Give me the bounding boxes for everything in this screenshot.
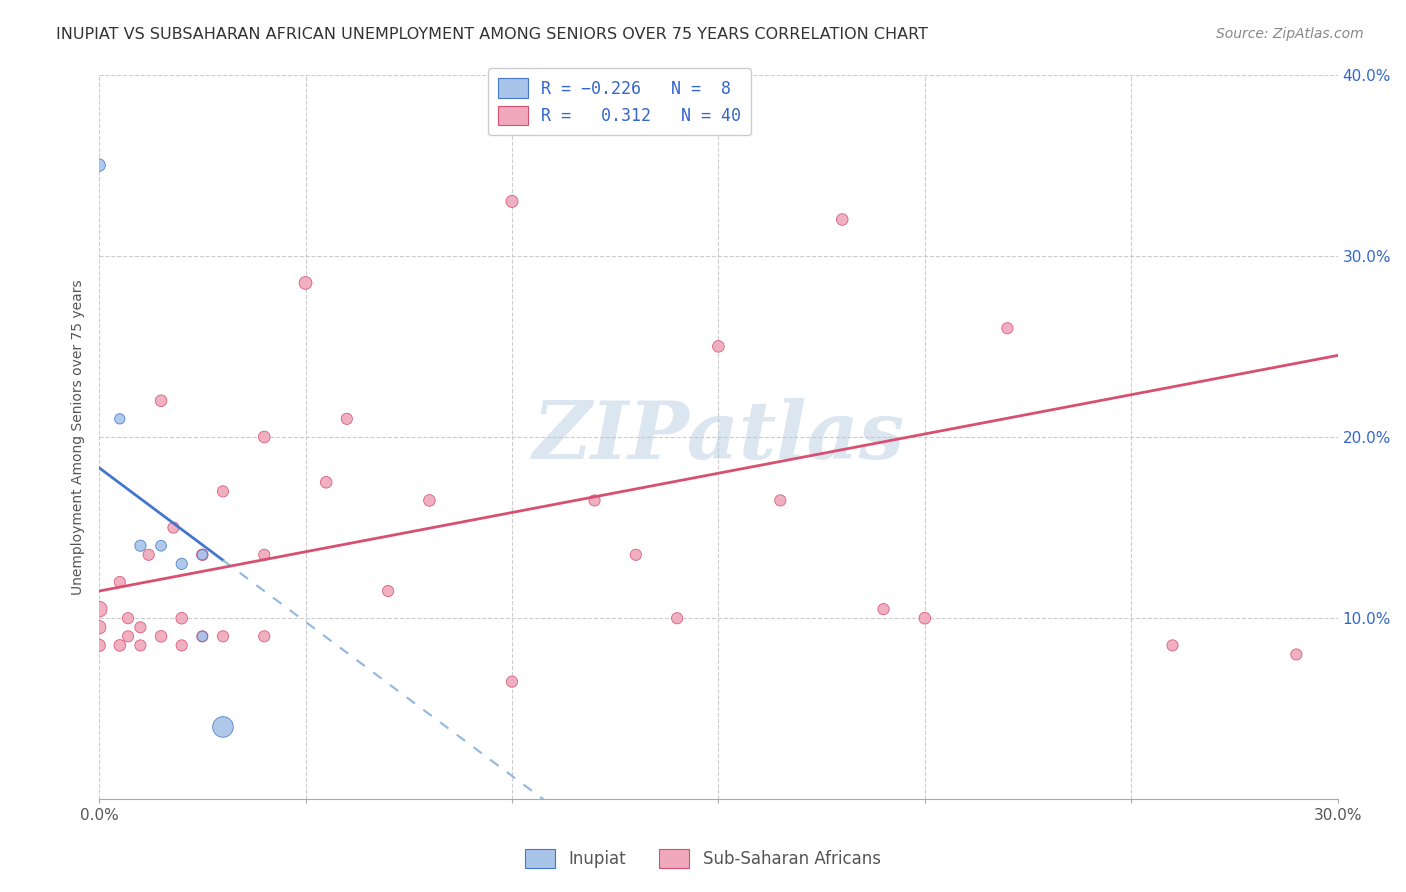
- Point: [253, 629, 276, 643]
- Point: [418, 493, 440, 508]
- Point: [253, 430, 276, 444]
- Text: Source: ZipAtlas.com: Source: ZipAtlas.com: [1216, 27, 1364, 41]
- Point: [336, 412, 359, 426]
- Point: [831, 212, 853, 227]
- Point: [129, 539, 152, 553]
- Point: [129, 620, 152, 634]
- Text: INUPIAT VS SUBSAHARAN AFRICAN UNEMPLOYMENT AMONG SENIORS OVER 75 YEARS CORRELATI: INUPIAT VS SUBSAHARAN AFRICAN UNEMPLOYME…: [56, 27, 928, 42]
- Point: [191, 548, 214, 562]
- Point: [108, 412, 131, 426]
- Point: [769, 493, 792, 508]
- Point: [501, 674, 523, 689]
- Point: [150, 539, 173, 553]
- Point: [150, 629, 173, 643]
- Text: ZIPatlas: ZIPatlas: [533, 398, 904, 475]
- Point: [624, 548, 647, 562]
- Point: [138, 548, 160, 562]
- Point: [583, 493, 606, 508]
- Point: [150, 393, 173, 408]
- Point: [170, 611, 193, 625]
- Point: [872, 602, 894, 616]
- Point: [995, 321, 1018, 335]
- Point: [89, 639, 111, 653]
- Point: [666, 611, 689, 625]
- Point: [108, 574, 131, 589]
- Point: [108, 639, 131, 653]
- Point: [914, 611, 936, 625]
- Point: [377, 584, 399, 599]
- Point: [89, 602, 111, 616]
- Point: [170, 557, 193, 571]
- Y-axis label: Unemployment Among Seniors over 75 years: Unemployment Among Seniors over 75 years: [72, 279, 86, 595]
- Point: [191, 629, 214, 643]
- Point: [1161, 639, 1184, 653]
- Point: [117, 629, 139, 643]
- Point: [212, 484, 235, 499]
- Point: [501, 194, 523, 209]
- Point: [707, 339, 730, 353]
- Point: [212, 629, 235, 643]
- Point: [89, 620, 111, 634]
- Point: [191, 629, 214, 643]
- Point: [117, 611, 139, 625]
- Point: [191, 548, 214, 562]
- Point: [89, 158, 111, 172]
- Point: [162, 520, 184, 534]
- Point: [253, 548, 276, 562]
- Legend: Inupiat, Sub-Saharan Africans: Inupiat, Sub-Saharan Africans: [519, 842, 887, 875]
- Point: [1285, 648, 1308, 662]
- Point: [212, 720, 235, 734]
- Point: [170, 639, 193, 653]
- Point: [315, 475, 337, 490]
- Point: [294, 276, 316, 290]
- Point: [129, 639, 152, 653]
- Legend: R = −0.226   N =  8, R =   0.312   N = 40: R = −0.226 N = 8, R = 0.312 N = 40: [488, 69, 751, 136]
